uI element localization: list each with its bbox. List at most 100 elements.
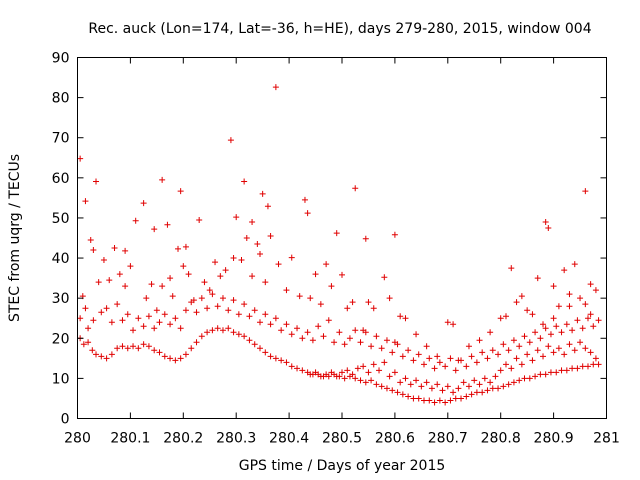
data-point (307, 371, 314, 378)
data-point (455, 385, 462, 392)
data-point (198, 295, 205, 302)
data-point (362, 235, 369, 242)
data-point (383, 385, 390, 392)
data-point (489, 385, 496, 392)
data-point (452, 395, 459, 402)
data-point (312, 271, 319, 278)
data-point (304, 329, 311, 336)
data-point (569, 327, 576, 334)
x-tick-label: 280.1 (110, 431, 150, 447)
data-point (553, 369, 560, 376)
data-point (500, 341, 507, 348)
data-point (497, 315, 504, 322)
data-point (98, 309, 105, 316)
data-point (423, 343, 430, 350)
x-axis: 280 280.1 280.2 280.3 280.4 280.5 280.6 280.7 28… (64, 57, 620, 447)
data-point (251, 307, 258, 314)
data-point (304, 210, 311, 217)
data-point (481, 375, 488, 382)
data-point (122, 283, 129, 290)
data-point (487, 329, 494, 336)
data-point (167, 275, 174, 282)
data-point (442, 363, 449, 370)
data-point (582, 345, 589, 352)
data-point (299, 367, 306, 374)
data-point (534, 347, 541, 354)
data-point (167, 321, 174, 328)
data-point (542, 371, 549, 378)
x-tick-label: 281 (593, 431, 620, 447)
data-point (584, 363, 591, 370)
data-point (188, 345, 195, 352)
data-point (505, 381, 512, 388)
data-point (555, 345, 562, 352)
data-point (172, 315, 179, 322)
data-point (108, 319, 115, 326)
data-point (204, 329, 211, 336)
data-point (592, 287, 599, 294)
data-point (537, 335, 544, 342)
data-point (471, 377, 478, 384)
data-point (373, 333, 380, 340)
data-point (574, 317, 581, 324)
data-point (301, 196, 308, 203)
data-point (283, 321, 290, 328)
data-point (169, 293, 176, 300)
data-point (349, 371, 356, 378)
data-point (219, 295, 226, 302)
data-point (529, 357, 536, 364)
data-point (188, 299, 195, 306)
data-point (431, 365, 438, 372)
data-point (77, 315, 84, 322)
data-point (103, 355, 110, 362)
data-point (85, 325, 92, 332)
data-point (590, 361, 597, 368)
data-point (460, 379, 467, 386)
data-point (550, 349, 557, 356)
data-point (386, 373, 393, 380)
data-point (444, 319, 451, 326)
data-point (590, 323, 597, 330)
data-point (399, 391, 406, 398)
data-point (402, 375, 409, 382)
data-point (344, 367, 351, 374)
data-point (185, 271, 192, 278)
data-point (299, 335, 306, 342)
data-point (167, 355, 174, 362)
data-point (201, 279, 208, 286)
y-tick-label: 0 (61, 412, 70, 428)
y-axis-label: STEC from uqrg / TECUs (7, 154, 23, 322)
data-point (558, 329, 565, 336)
data-point (116, 271, 123, 278)
data-point (571, 347, 578, 354)
data-point (521, 375, 528, 382)
data-point (574, 365, 581, 372)
data-point (378, 345, 385, 352)
data-point (312, 369, 319, 376)
data-point (328, 369, 335, 376)
data-point (381, 274, 388, 281)
x-tick-label: 280.7 (428, 431, 468, 447)
data-point (151, 347, 158, 354)
x-axis-label: GPS time / Days of year 2015 (239, 458, 446, 474)
y-axis: 0 10 20 30 40 50 60 70 80 90 (52, 51, 607, 428)
data-point (410, 357, 417, 364)
data-point (278, 357, 285, 364)
data-point (151, 226, 158, 233)
data-point (558, 367, 565, 374)
data-point (182, 351, 189, 358)
data-point (264, 203, 271, 210)
data-point (246, 313, 253, 320)
x-tick-label: 280 (64, 431, 91, 447)
data-point (132, 217, 139, 224)
data-point (542, 325, 549, 332)
data-point (550, 283, 557, 290)
data-point (545, 224, 552, 231)
data-point (159, 283, 166, 290)
data-point (484, 387, 491, 394)
data-point (376, 367, 383, 374)
data-point (368, 343, 375, 350)
data-points (77, 84, 602, 406)
data-point (431, 399, 438, 406)
data-point (317, 301, 324, 308)
